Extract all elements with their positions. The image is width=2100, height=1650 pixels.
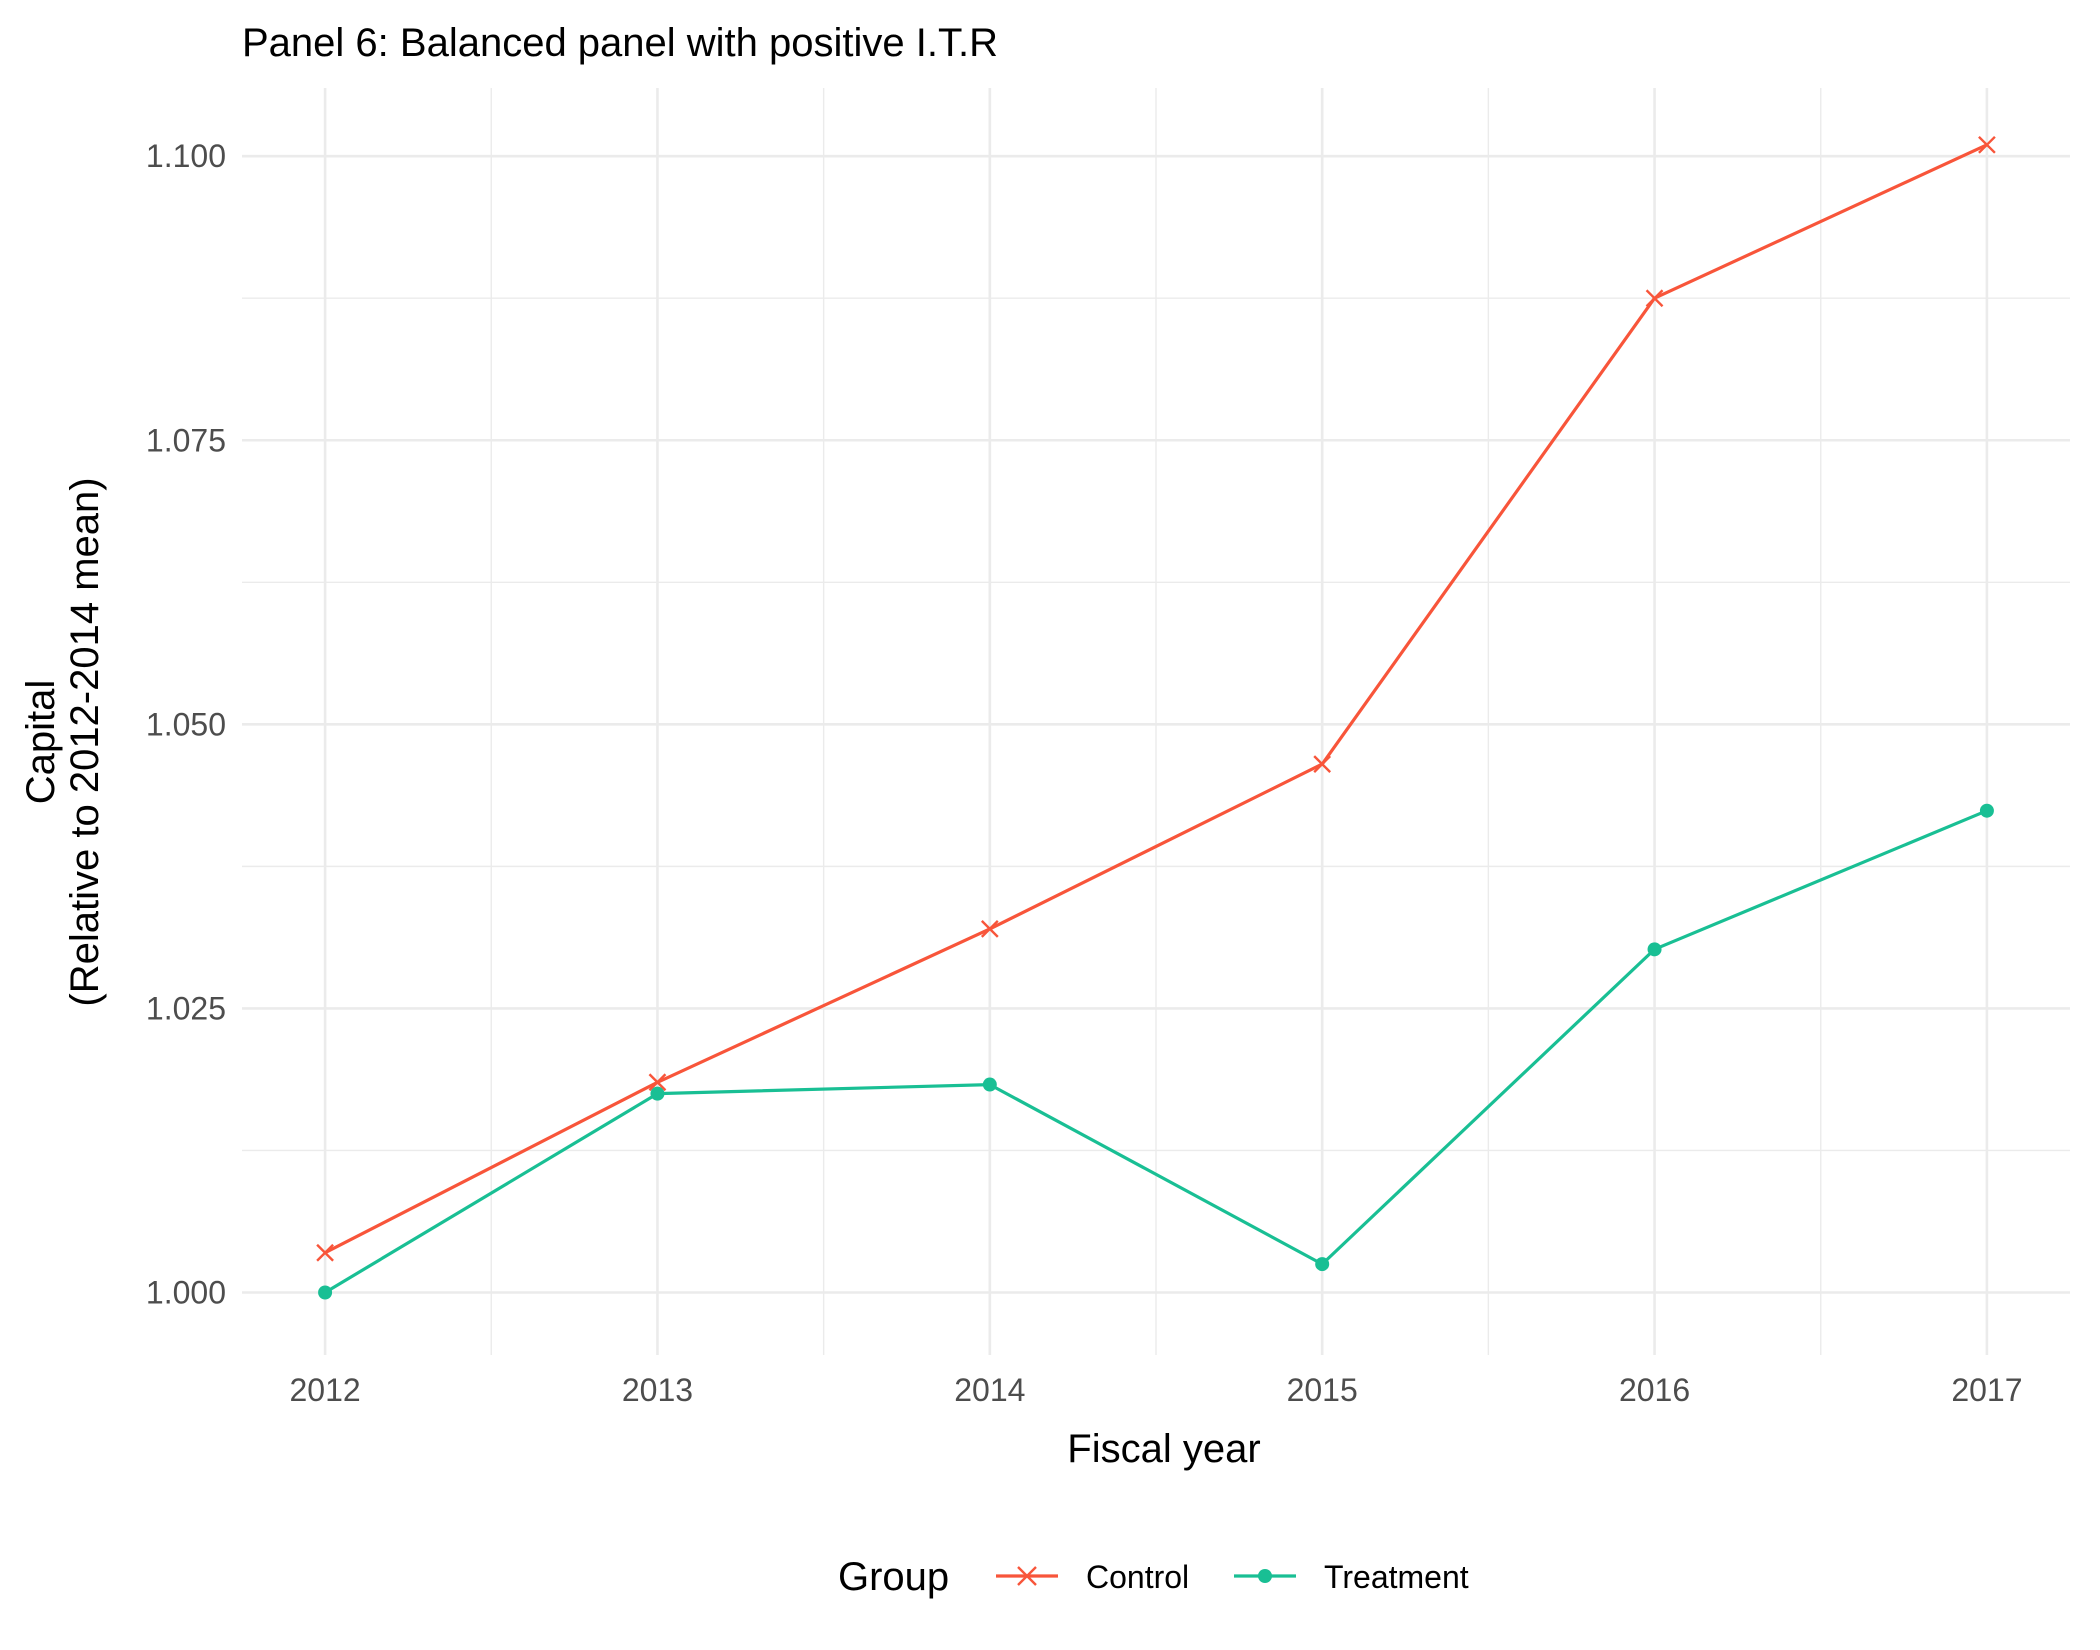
x-tick-label: 2013 — [622, 1372, 693, 1408]
data-point-treatment — [1315, 1257, 1330, 1272]
legend-key-control-cross-icon — [1017, 1566, 1037, 1586]
chart-title: Panel 6: Balanced panel with positive I.… — [242, 21, 998, 65]
series-line-control — [324, 143, 1988, 1255]
series-treatment — [318, 803, 1994, 1300]
legend-label-control: Control — [1086, 1559, 1189, 1595]
series-layer — [316, 135, 1996, 1300]
x-axis-ticks: 2012 2013 2014 2015 2016 2017 — [289, 1372, 2022, 1408]
series-line-treatment — [324, 809, 1988, 1294]
data-point-treatment — [650, 1086, 665, 1101]
y-tick-label: 1.100 — [146, 138, 226, 174]
data-point-control — [1313, 755, 1332, 773]
y-tick-label: 1.025 — [146, 990, 226, 1026]
y-axis-title-line2: (Relative to 2012-2014 mean) — [63, 477, 107, 1006]
y-tick-label: 1.075 — [146, 422, 226, 458]
y-axis-title-line1: Capital — [19, 680, 63, 805]
y-axis-title: Capital (Relative to 2012-2014 mean) — [19, 477, 107, 1006]
data-point-control — [980, 920, 999, 938]
legend-title: Group — [838, 1555, 949, 1599]
y-tick-label: 1.050 — [146, 706, 226, 742]
y-axis-ticks: 1.000 1.025 1.050 1.075 1.100 — [146, 138, 226, 1310]
x-tick-label: 2017 — [1951, 1372, 2022, 1408]
legend: Group Control Treatment — [838, 1555, 1469, 1599]
data-point-treatment — [318, 1285, 333, 1300]
legend-item-control: Control — [996, 1559, 1189, 1595]
data-point-treatment — [982, 1077, 997, 1092]
x-tick-label: 2014 — [954, 1372, 1025, 1408]
legend-label-treatment: Treatment — [1324, 1559, 1469, 1595]
legend-item-treatment: Treatment — [1234, 1559, 1469, 1595]
data-point-control — [1645, 289, 1664, 308]
data-point-treatment — [1979, 803, 1994, 818]
x-tick-label: 2016 — [1619, 1372, 1690, 1408]
x-axis-title: Fiscal year — [1067, 1427, 1260, 1471]
legend-key-treatment-dot-icon — [1258, 1569, 1272, 1583]
x-tick-label: 2012 — [289, 1372, 360, 1408]
data-point-control — [648, 1073, 667, 1092]
y-tick-label: 1.000 — [146, 1275, 226, 1311]
data-point-treatment — [1647, 942, 1662, 957]
data-point-control — [1978, 135, 1996, 154]
data-point-control — [316, 1243, 334, 1262]
x-tick-label: 2015 — [1287, 1372, 1358, 1408]
series-control — [316, 135, 1996, 1262]
gridlines — [242, 88, 2070, 1355]
